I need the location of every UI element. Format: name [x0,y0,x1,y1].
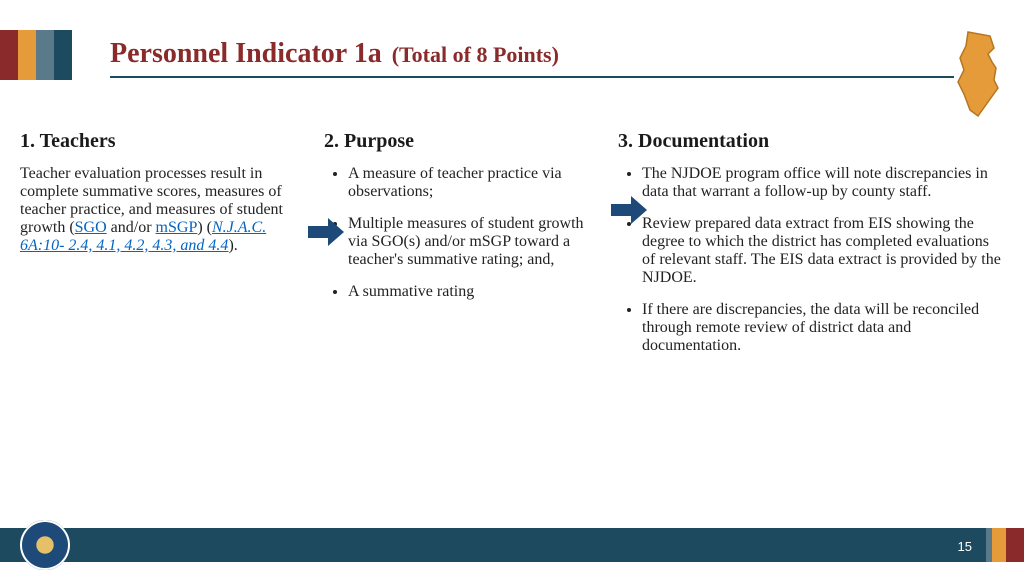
stripe-2 [18,30,36,80]
seal-inner [30,530,60,560]
footer-stripe-0 [0,528,986,562]
state-seal-icon [20,520,70,570]
footer-bar [0,528,1024,562]
title-area: Personnel Indicator 1a (Total of 8 Point… [110,38,954,78]
col2-list: A measure of teacher practice via observ… [324,165,604,301]
col3-heading: 3. Documentation [618,130,1004,153]
title-sub: (Total of 8 Points) [392,42,559,67]
col1-body: Teacher evaluation processes result in c… [20,165,310,255]
col2-bullet-0: A measure of teacher practice via observ… [348,165,604,201]
col2-bullet-1: Multiple measures of student growth via … [348,215,604,269]
slide: Personnel Indicator 1a (Total of 8 Point… [0,0,1024,576]
footer-stripe-2 [992,528,1006,562]
column-purpose: 2. Purpose A measure of teacher practice… [324,130,604,369]
sgo-link[interactable]: SGO [75,219,107,236]
page-number: 15 [958,539,972,554]
title-main: Personnel Indicator 1a [110,38,382,69]
nj-state-icon [950,30,1004,120]
col3-bullet-0: The NJDOE program office will note discr… [642,165,1004,201]
col2-bullet-2: A summative rating [348,283,604,301]
arrow-icon-2 [609,196,649,224]
col2-heading: 2. Purpose [324,130,604,153]
column-teachers: 1. Teachers Teacher evaluation processes… [20,130,310,369]
col1-heading: 1. Teachers [20,130,310,153]
arrow-icon-1 [306,218,346,246]
col3-bullet-1: Review prepared data extract from EIS sh… [642,215,1004,287]
header-stripes [0,30,72,80]
col1-mid1: and/or [107,219,156,236]
msgp-link[interactable]: mSGP [156,219,198,236]
column-documentation: 3. Documentation The NJDOE program offic… [618,130,1004,369]
stripe-1 [0,30,18,80]
stripe-3 [36,30,54,80]
col1-mid2: ) ( [197,219,212,236]
footer-stripe-3 [1006,528,1024,562]
col3-bullet-2: If there are discrepancies, the data wil… [642,301,1004,355]
stripe-4 [54,30,72,80]
col3-list: The NJDOE program office will note discr… [618,165,1004,355]
columns: 1. Teachers Teacher evaluation processes… [20,130,1004,369]
col1-end: ). [228,237,237,254]
